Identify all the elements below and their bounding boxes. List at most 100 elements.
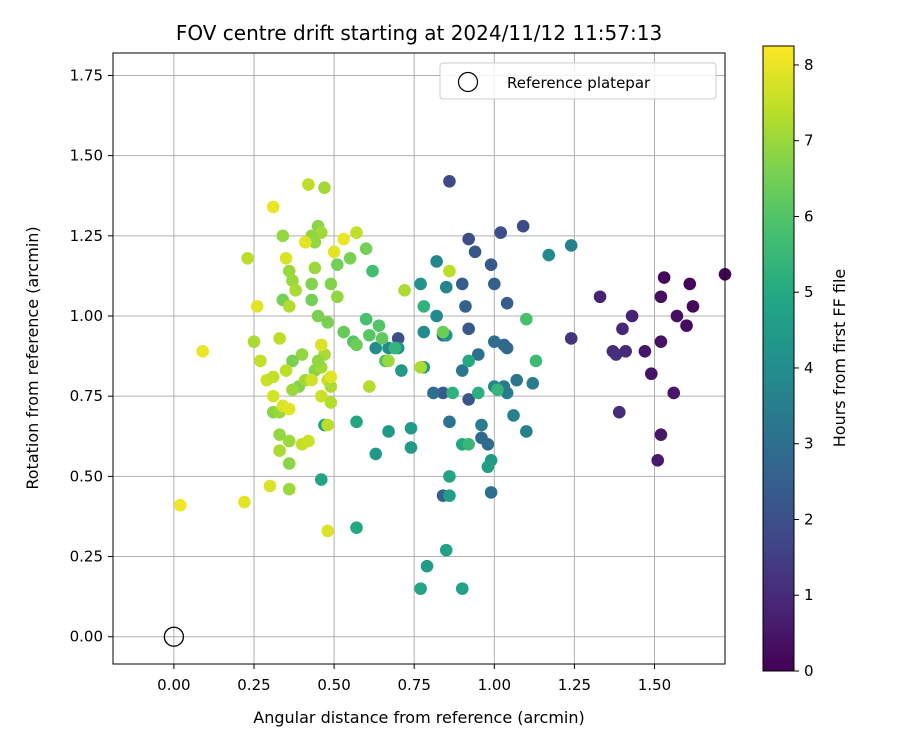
- scatter-point: [491, 383, 504, 397]
- colorbar-tick-label: 8: [804, 56, 814, 74]
- scatter-point: [350, 521, 363, 534]
- scatter-point: [366, 264, 379, 278]
- x-tick-label: 0.50: [317, 676, 350, 694]
- x-tick-label: 1.25: [558, 676, 591, 694]
- legend-box: [439, 62, 717, 100]
- scatter-point: [369, 447, 383, 461]
- scatter-point: [414, 582, 427, 595]
- x-tick-label: 1.00: [478, 676, 511, 694]
- scatter-point: [510, 373, 524, 387]
- y-tick-label: 0.50: [70, 467, 103, 485]
- scatter-point: [404, 441, 418, 454]
- scatter-point: [196, 344, 210, 358]
- scatter-point: [446, 386, 459, 400]
- scatter-point: [286, 383, 299, 397]
- colorbar-ticks: 0 1 2 3 4 5 6 7 8: [794, 56, 814, 680]
- scatter-point: [462, 354, 475, 368]
- scatter-point: [430, 255, 443, 268]
- scatter-point: [308, 261, 322, 275]
- scatter-point: [654, 335, 668, 348]
- scatter-point: [314, 338, 328, 352]
- scatter-point: [286, 274, 299, 288]
- scatter-point: [507, 409, 520, 422]
- scatter-point: [404, 421, 418, 435]
- scatter-point: [305, 277, 318, 291]
- scatter-point: [282, 482, 296, 496]
- scatter-point: [302, 178, 315, 191]
- colorbar: [762, 45, 795, 672]
- scatter-point: [391, 332, 405, 345]
- scatter-point: [311, 354, 325, 368]
- legend: Reference platepar: [439, 62, 717, 100]
- chart-title: FOV centre drift starting at 2024/11/12 …: [176, 21, 662, 45]
- scatter-point: [516, 219, 530, 233]
- scatter-point: [330, 258, 344, 271]
- scatter-point: [282, 402, 296, 416]
- y-tick-label: 0.75: [70, 387, 103, 405]
- y-tick-label: 1.00: [70, 307, 103, 325]
- scatter-point: [645, 367, 658, 381]
- plot-frame: [112, 52, 726, 665]
- scatter-point: [305, 293, 318, 307]
- scatter-point: [564, 239, 578, 252]
- scatter-point: [311, 309, 325, 323]
- scatter-point: [324, 370, 338, 384]
- scatter-point: [564, 332, 578, 345]
- colorbar-tick-label: 5: [804, 283, 814, 301]
- scatter-point: [657, 271, 671, 284]
- scatter-point: [382, 425, 395, 438]
- scatter-point: [330, 290, 344, 304]
- scatter-point: [654, 428, 668, 441]
- scatter-point: [398, 284, 411, 297]
- scatter-point: [520, 425, 533, 438]
- scatter-point: [638, 344, 652, 358]
- colorbar-tick-label: 0: [804, 662, 814, 680]
- scatter-point: [350, 415, 363, 429]
- scatter-point: [282, 264, 296, 278]
- scatter-point: [500, 341, 514, 355]
- x-axis-ticks: 0.00 0.25 0.50 0.75 1.00 1.25 1.50: [157, 664, 671, 694]
- scatter-point: [529, 354, 543, 368]
- scatter-point: [430, 309, 443, 323]
- scatter-point: [321, 418, 334, 432]
- scatter-point: [279, 364, 293, 377]
- scatter-point: [417, 300, 431, 313]
- scatter-point: [487, 335, 501, 348]
- y-tick-label: 0.25: [70, 548, 103, 566]
- x-tick-label: 0.75: [397, 676, 430, 694]
- scatter-point: [263, 479, 277, 493]
- scatter-point: [612, 405, 626, 419]
- scatter-point: [475, 418, 488, 432]
- scatter-point: [616, 322, 629, 336]
- scatter-point: [282, 300, 296, 313]
- scatter-point: [500, 296, 514, 310]
- scatter-point: [302, 434, 315, 448]
- scatter-point: [337, 232, 351, 246]
- scatter-point: [372, 319, 386, 332]
- colorbar-tick-label: 1: [804, 586, 814, 604]
- scatter-point: [359, 312, 373, 326]
- scatter-point: [363, 380, 376, 393]
- scatter-point: [273, 428, 286, 441]
- scatter-point: [686, 300, 700, 313]
- scatter-point: [273, 444, 286, 458]
- x-tick-label: 0.25: [237, 676, 270, 694]
- scatter-point: [289, 284, 302, 297]
- scatter-point: [462, 322, 475, 336]
- scatter-point: [327, 245, 341, 259]
- y-tick-label: 1.25: [70, 227, 103, 245]
- scatter-point: [250, 300, 264, 313]
- scatter-point: [667, 386, 681, 400]
- colorbar-tick-label: 7: [804, 132, 814, 150]
- scatter-point: [471, 386, 485, 400]
- legend-label-reference-platepar: Reference platepar: [507, 74, 651, 92]
- scatter-point: [439, 543, 453, 557]
- scatter-point: [484, 486, 498, 499]
- scatter-point: [359, 242, 373, 255]
- y-tick-label: 1.50: [70, 147, 103, 165]
- scatter-point: [619, 344, 632, 358]
- scatter-point: [414, 277, 427, 291]
- grid-lines: [113, 53, 725, 664]
- y-axis-ticks: 0.00 0.25 0.50 0.75 1.00 1.25 1.50 1.75: [70, 66, 113, 646]
- scatter-point: [455, 277, 469, 291]
